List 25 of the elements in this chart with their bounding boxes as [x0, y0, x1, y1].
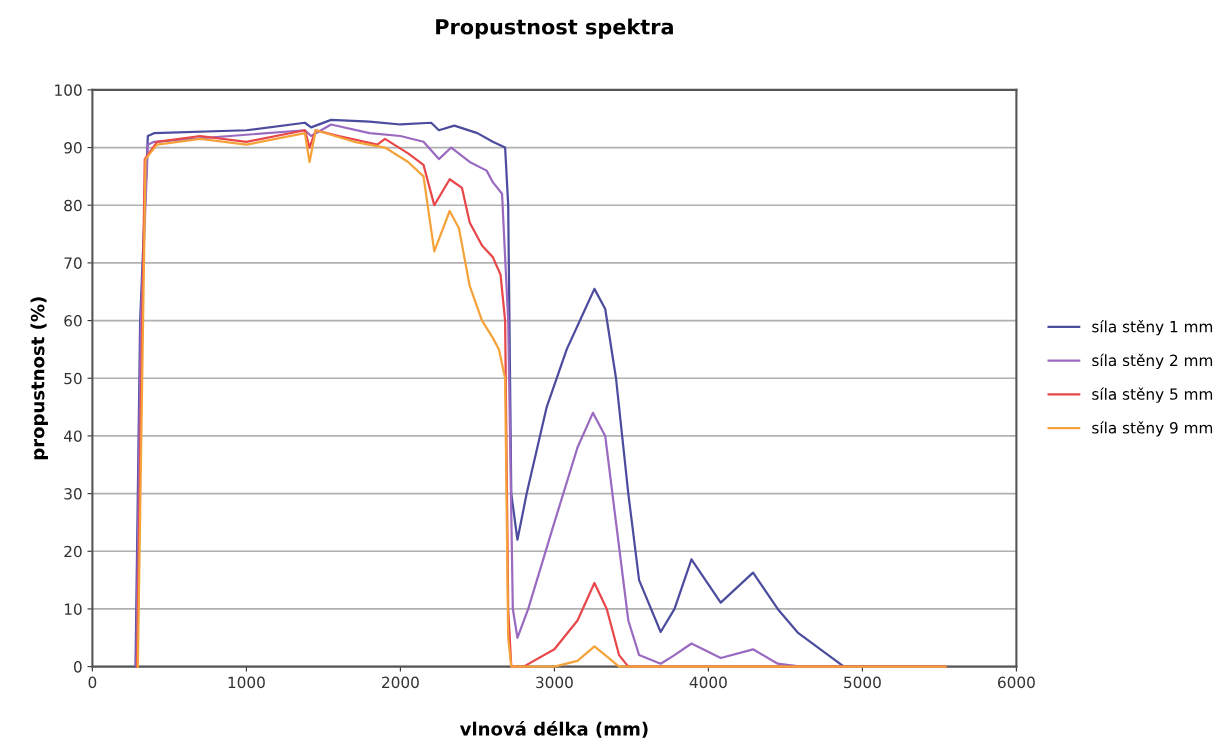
x-tick-label: 5000 [844, 676, 881, 689]
x-tick-label: 1000 [228, 676, 265, 689]
y-tick-label: 70 [64, 257, 82, 269]
y-axis-title: propustnost (%) [30, 297, 48, 460]
y-tick-label: 90 [64, 142, 82, 154]
legend-label: síla stěny 9 mm [1092, 421, 1213, 437]
x-tick-label: 0 [88, 676, 97, 689]
y-tick-label: 20 [64, 545, 82, 558]
x-tick-label: 2000 [382, 676, 419, 689]
x-tick-label: 4000 [689, 676, 727, 689]
legend-label: síla stěny 2 mm [1092, 353, 1213, 370]
y-tick-label: 40 [63, 430, 82, 442]
y-tick-label: 50 [64, 372, 82, 385]
y-tick-label: 60 [64, 315, 82, 327]
x-axis-title: vlnová délka (mm) [459, 720, 648, 738]
legend-label: síla stěny 5 mm [1092, 387, 1213, 403]
y-tick-label: 10 [64, 603, 82, 615]
y-tick-label: 80 [64, 199, 82, 212]
x-tick-label: 3000 [536, 676, 573, 689]
x-tick-label: 6000 [998, 676, 1035, 689]
legend-label: síla stěny 1 mm [1092, 319, 1213, 336]
y-tick-label: 30 [64, 488, 82, 500]
chart-title: Propustnost spektra [436, 18, 673, 39]
y-tick-label: 0 [73, 661, 82, 673]
y-tick-label: 100 [55, 84, 82, 96]
